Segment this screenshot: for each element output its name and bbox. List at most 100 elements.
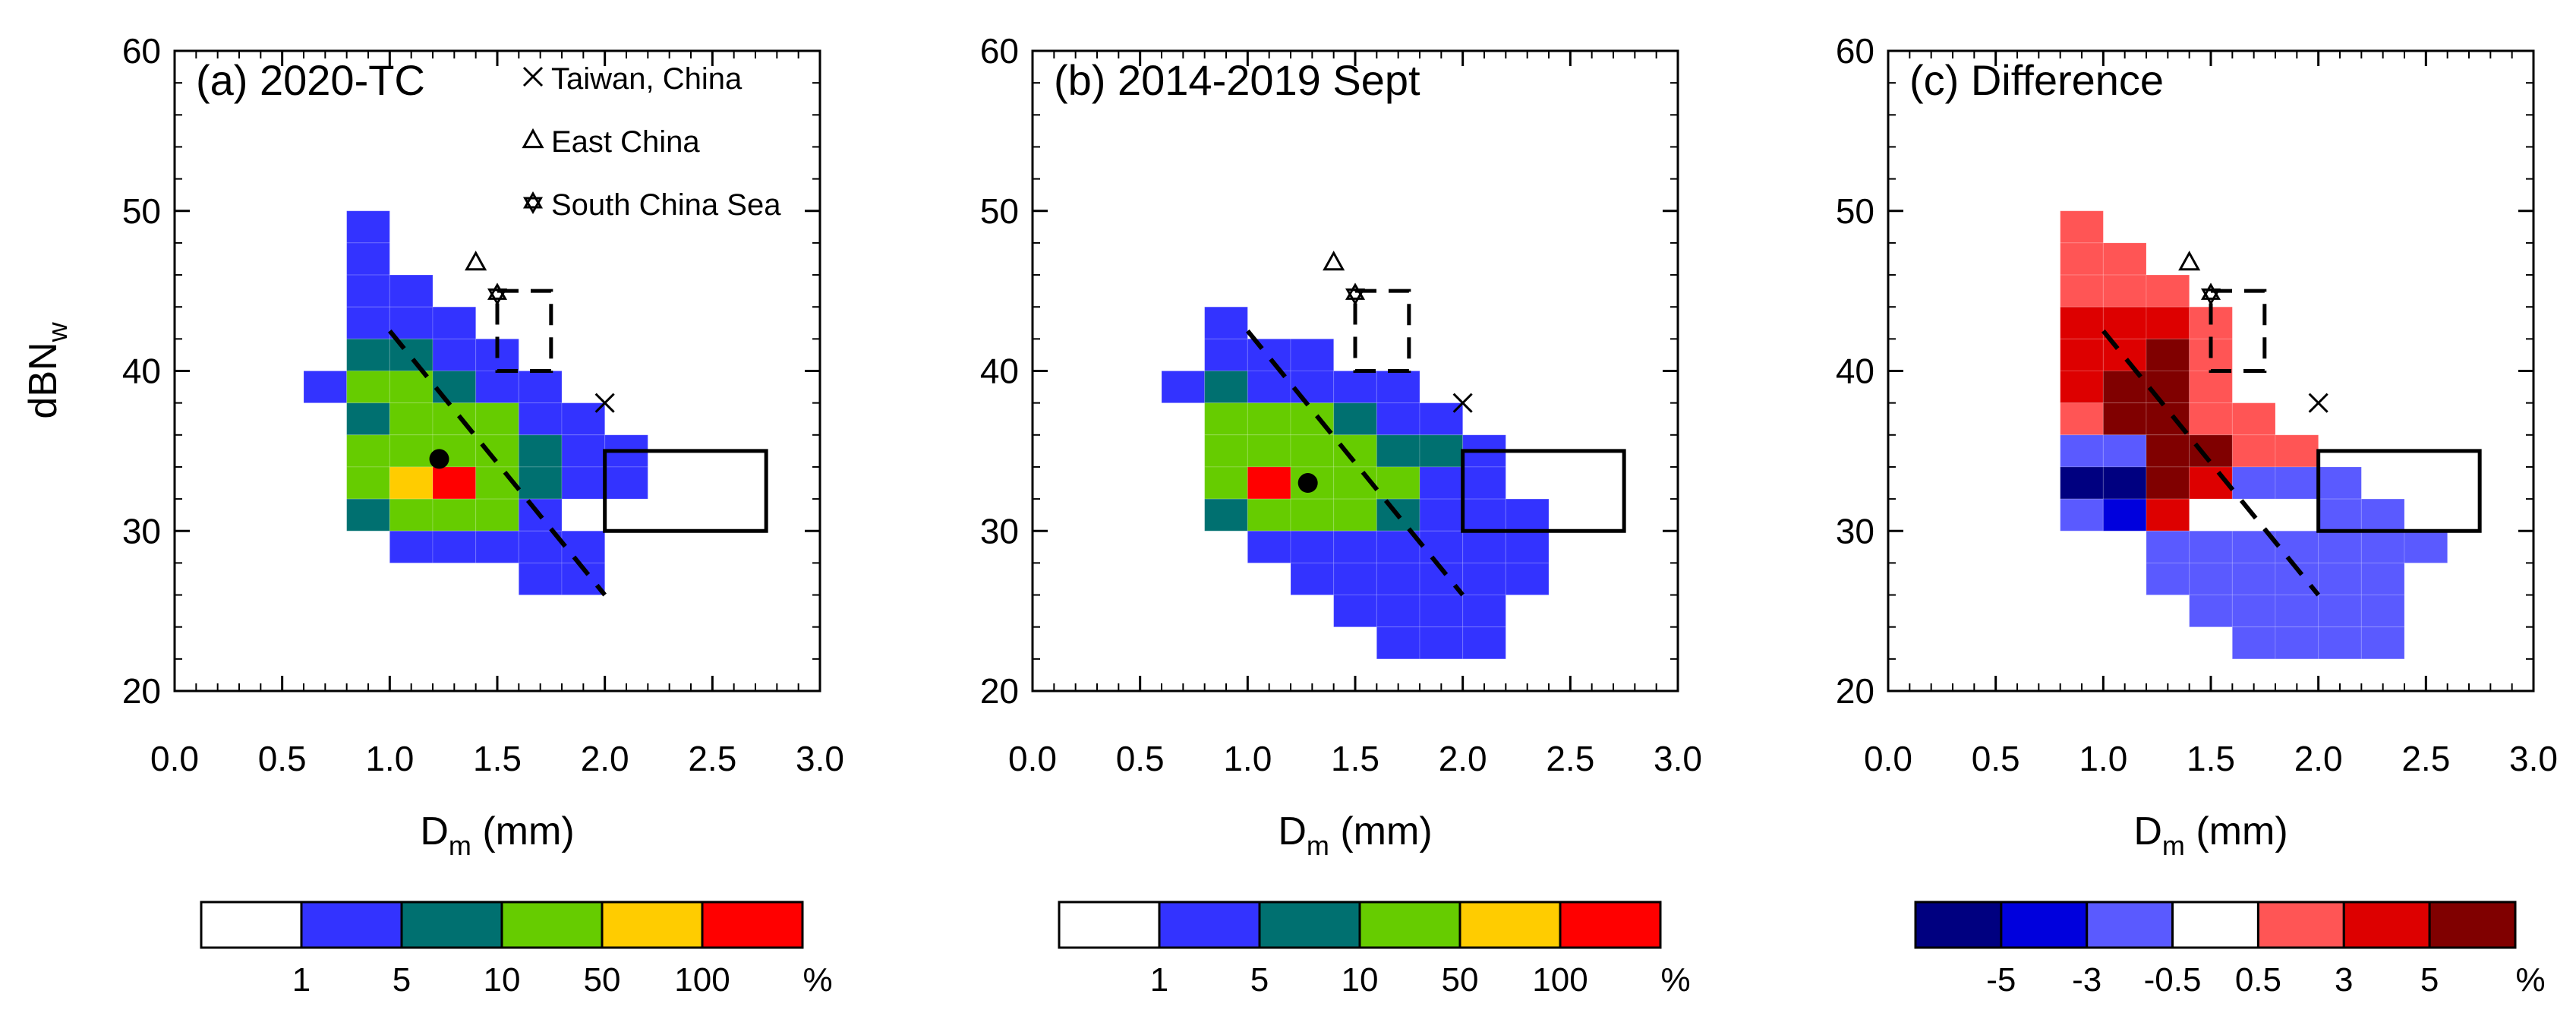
heatmap-cell <box>475 434 519 468</box>
heatmap-cell <box>1462 562 1506 596</box>
x-axis-label-main: D <box>2133 809 2162 853</box>
heatmap-cell <box>1505 530 1550 563</box>
colorbar-label: 1 <box>292 961 311 998</box>
reference-marker-cross <box>1452 393 1473 413</box>
fit-line <box>2101 329 2320 597</box>
legend-label: South China Sea <box>551 188 781 222</box>
x-tick-label: 3.0 <box>2509 739 2558 778</box>
colorbar-label: -0.5 <box>2144 961 2202 998</box>
heatmap-cell <box>2360 562 2405 596</box>
heatmap-cell <box>1247 402 1291 436</box>
panel-title: (a) 2020-TC <box>196 56 425 104</box>
heatmap-cell <box>2189 371 2233 404</box>
heatmap-cell <box>561 434 606 468</box>
x-axis-label-subscript: m <box>1307 830 1329 861</box>
colorbar-box <box>2171 901 2259 949</box>
heatmap-cell <box>2189 562 2233 596</box>
fit-line <box>388 329 607 597</box>
heatmap-cell <box>2231 402 2276 436</box>
y-axis-label-main: dBN <box>21 342 65 418</box>
heatmap-cell <box>1204 371 1248 404</box>
heatmap-cell <box>1247 498 1291 532</box>
heatmap-cell <box>389 466 434 500</box>
cross-stroke <box>594 393 615 413</box>
heatmap-cell <box>2102 466 2147 500</box>
x-axis-label-subscript: m <box>449 830 471 861</box>
x-tick-label: 2.0 <box>581 739 629 778</box>
heatmap-cell <box>1247 338 1291 372</box>
heatmap-cell <box>1376 595 1420 628</box>
heatmap-cell <box>2146 371 2190 404</box>
heatmap-cell <box>2102 338 2147 372</box>
colorbar-box <box>2428 901 2517 949</box>
y-tick-label: 60 <box>1836 31 1874 71</box>
colorbar-label: 50 <box>584 961 621 998</box>
colorbar-label: 5 <box>1250 961 1269 998</box>
heatmap-cell <box>2318 562 2362 596</box>
x-tick-label: 1.5 <box>473 739 522 778</box>
x-axis-label-subscript: m <box>2162 830 2185 861</box>
colorbar-box <box>300 901 403 949</box>
heatmap-cell <box>1462 626 1506 660</box>
heatmap-cell <box>475 498 519 532</box>
heatmap-cell <box>1376 626 1420 660</box>
star-triangle-down <box>1345 288 1366 306</box>
y-tick-label: 20 <box>1836 671 1874 711</box>
heatmap-cell <box>2060 274 2104 308</box>
x-tick-label: 2.5 <box>688 739 736 778</box>
heatmap-cell <box>346 274 390 308</box>
x-tick-label: 0.5 <box>258 739 307 778</box>
heatmap-cell <box>1290 371 1335 404</box>
colorbar-box <box>601 901 704 949</box>
x-axis-label-unit: (mm) <box>1329 809 1433 853</box>
x-axis-label-main: D <box>1278 809 1307 853</box>
reference-marker-triangle <box>1323 251 1345 271</box>
heatmap-cell <box>1247 434 1291 468</box>
x-tick-label: 0.5 <box>1972 739 2020 778</box>
colorbar-label: -3 <box>2072 961 2101 998</box>
cross-stroke <box>522 66 544 87</box>
legend-label: Taiwan, China <box>551 62 743 96</box>
heatmap-cell <box>2231 466 2276 500</box>
heatmap-cell <box>1204 306 1248 339</box>
star-triangle-down <box>487 288 508 306</box>
heatmap-cell <box>432 306 477 339</box>
colorbar-label: 0.5 <box>2235 961 2281 998</box>
x-tick-label: 1.0 <box>365 739 414 778</box>
heatmap-cell <box>1419 434 1464 468</box>
panel-c: 0.0 0.5 1.0 1.5 2.0 2.5 3.0 20 30 40 50 60 Dm (mm) (c… <box>1836 31 2558 998</box>
x-tick-label: 1.5 <box>2187 739 2235 778</box>
legend-marker-star <box>522 191 544 214</box>
reference-box-solid <box>2316 449 2482 533</box>
x-tick-label: 2.0 <box>2294 739 2343 778</box>
heatmap-cell <box>604 466 648 500</box>
heatmap-cell <box>2102 242 2147 276</box>
heatmap-cell <box>1462 595 1506 628</box>
heatmap-cell <box>389 338 434 372</box>
colorbar-box <box>2256 901 2345 949</box>
x-tick-label: 1.0 <box>2079 739 2127 778</box>
y-tick-label: 30 <box>1836 511 1874 551</box>
heatmap-cell <box>1204 434 1248 468</box>
y-tick-label: 20 <box>980 671 1019 711</box>
reference-marker-star <box>2200 282 2221 306</box>
colorbar-unit: % <box>802 961 832 998</box>
heatmap-cell <box>432 466 477 500</box>
x-tick-label: 2.0 <box>1439 739 1487 778</box>
heatmap-cell <box>432 371 477 404</box>
heatmap-cell <box>1462 530 1506 563</box>
colorbar-box <box>400 901 503 949</box>
heatmap-cell <box>346 434 390 468</box>
colorbar-label: 5 <box>393 961 411 998</box>
heatmap-cell <box>2146 498 2190 532</box>
star-triangle-up <box>2200 282 2221 300</box>
x-axis-label: Dm (mm) <box>1278 809 1432 861</box>
reference-marker-triangle <box>465 251 487 271</box>
heatmap-cell <box>475 530 519 563</box>
heatmap-cell <box>432 338 477 372</box>
y-tick-label: 40 <box>122 352 161 391</box>
heatmap-cell <box>389 306 434 339</box>
colorbar-box <box>2342 901 2431 949</box>
reference-marker-star <box>1345 282 1366 306</box>
heatmap-cell <box>2146 274 2190 308</box>
